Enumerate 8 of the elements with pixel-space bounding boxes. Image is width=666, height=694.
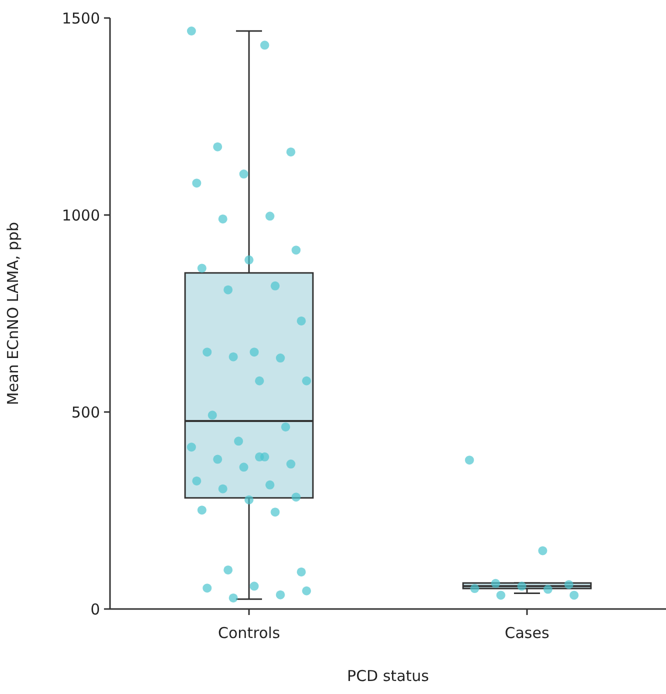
y-tick-label: 500 xyxy=(71,403,100,422)
x-tick-label: Cases xyxy=(504,624,550,642)
y-tick-label: 1500 xyxy=(62,9,100,28)
y-axis-title: Mean ECnNO LAMA, ppb xyxy=(4,222,22,406)
y-tick-label: 0 xyxy=(90,600,100,618)
x-axis-title: PCD status xyxy=(347,667,430,685)
y-tick-label: 1000 xyxy=(62,206,100,224)
x-tick-label: Controls xyxy=(218,624,280,642)
